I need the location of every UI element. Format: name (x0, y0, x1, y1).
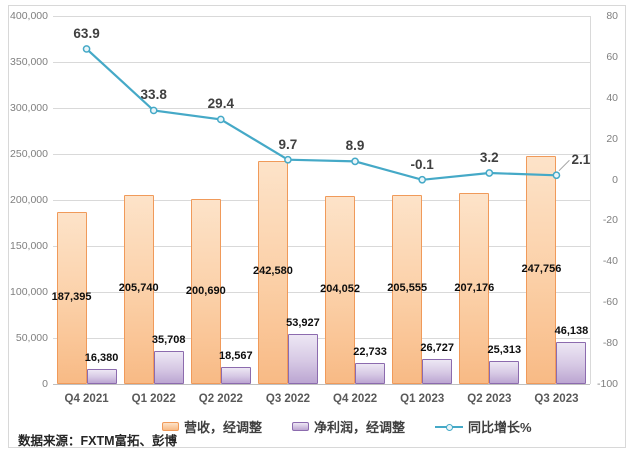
revenue-bar-label: 204,052 (320, 283, 360, 296)
y-tick-label-left: 0 (42, 378, 48, 390)
legend-item-label: 净利润，经调整 (314, 420, 406, 435)
legend: 营收，经调整 净利润，经调整 同比增长% (162, 417, 532, 436)
growth-point-label: -0.1 (410, 156, 434, 172)
revenue-bar-label: 247,756 (521, 263, 562, 276)
y-tick-label-left: 100,000 (10, 286, 48, 298)
net-profit-bar (220, 366, 251, 384)
net-profit-bar-label: 46,138 (554, 324, 589, 337)
x-tick-label: Q3 2022 (265, 393, 310, 405)
net-profit-bar (86, 368, 117, 384)
revenue-bar-label: 242,580 (253, 265, 293, 278)
net-profit-bar (153, 351, 184, 384)
revenue-bar (392, 194, 423, 384)
revenue-bar (459, 193, 490, 384)
y-tick-label-right: -40 (602, 255, 618, 268)
growth-point-label: 63.9 (73, 25, 100, 41)
gridline (53, 384, 590, 385)
growth-point-label: 29.4 (207, 96, 234, 112)
y-tick-label-left: 350,000 (10, 56, 48, 68)
gridline (53, 246, 590, 247)
y-tick-label-right: 60 (606, 50, 618, 63)
net-profit-bar (422, 359, 453, 384)
legend-item: 同比增长% (435, 417, 532, 436)
growth-point-label: 8.9 (345, 138, 365, 154)
growth-legend-line-swatch (435, 422, 464, 431)
y-tick-label-left: 50,000 (15, 332, 48, 344)
net-profit-bar (355, 363, 386, 384)
revenue-legend-swatch (162, 422, 179, 431)
revenue-bar (190, 199, 221, 384)
net-profit-bar-label: 26,727 (420, 342, 455, 355)
legend-item-label: 同比增长% (468, 420, 532, 435)
y-tick-label-right: -20 (602, 214, 618, 227)
revenue-bar (123, 194, 154, 384)
gridline (53, 292, 590, 293)
revenue-bar-label: 207,176 (454, 281, 495, 294)
net-profit-bar-label: 25,313 (487, 343, 522, 356)
revenue-bar (56, 211, 87, 384)
x-tick-label: Q2 2022 (198, 393, 243, 405)
y-tick-label-right: -100 (596, 378, 618, 390)
legend-item: 净利润，经调整 (292, 417, 405, 436)
x-tick-label: Q4 2022 (333, 393, 378, 405)
net-profit-bar-label: 35,708 (151, 334, 186, 347)
y-tick-label-left: 150,000 (10, 240, 48, 252)
growth-point-label: 3.2 (479, 150, 499, 165)
net-profit-bar-label: 53,927 (286, 317, 320, 330)
gridline (53, 108, 590, 109)
net-profit-bar (556, 341, 587, 384)
revenue-bar-label: 205,555 (387, 282, 428, 295)
gridline (53, 200, 590, 201)
net-profit-bar-label: 16,380 (84, 351, 119, 364)
legend-item: 营收，经调整 (162, 417, 262, 436)
x-tick-label: Q3 2023 (534, 393, 579, 405)
revenue-bar-label: 200,690 (185, 284, 226, 297)
legend-item-label: 营收，经调整 (184, 420, 263, 435)
y-tick-label-left: 400,000 (10, 10, 48, 22)
y-tick-label-left: 300,000 (10, 102, 48, 114)
y-tick-label-right: 80 (606, 10, 618, 22)
gridline (53, 154, 590, 155)
net-profit-bar (489, 360, 520, 384)
growth-point-label: 9.7 (278, 136, 298, 152)
gridline (53, 338, 590, 339)
net-profit-bar-label: 18,567 (218, 349, 253, 362)
x-tick-label: Q1 2022 (131, 393, 176, 405)
y-tick-label-right: -80 (602, 337, 618, 350)
legend-line-marker-icon (446, 423, 454, 431)
y-tick-label-right: 20 (606, 132, 618, 145)
revenue-bar (257, 160, 288, 384)
net-profit-bar-label: 22,733 (353, 346, 387, 359)
y-tick-label-right: -60 (602, 296, 618, 309)
growth-point-label: 2.1 (571, 152, 591, 168)
revenue-bar (526, 156, 557, 384)
y-tick-label-left: 200,000 (10, 194, 48, 206)
plot-area-right-border (590, 16, 591, 384)
growth-point-label: 33.8 (140, 87, 167, 103)
x-tick-label: Q1 2023 (400, 393, 445, 405)
net-profit-legend-swatch (292, 422, 310, 431)
x-tick-label: Q2 2023 (467, 393, 512, 405)
revenue-bar-label: 187,395 (51, 290, 92, 303)
y-tick-label-left: 250,000 (10, 148, 48, 160)
revenue-bar-label: 205,740 (118, 282, 159, 295)
gridline (53, 62, 590, 63)
gridline (53, 16, 590, 17)
y-tick-label-right: 40 (606, 91, 618, 104)
revenue-bar (325, 196, 356, 384)
y-tick-label-right: 0 (612, 173, 618, 186)
net-profit-bar (287, 334, 318, 384)
x-tick-label: Q4 2021 (64, 393, 109, 405)
source-note: 数据来源：FXTM富拓、彭博 (18, 434, 178, 448)
